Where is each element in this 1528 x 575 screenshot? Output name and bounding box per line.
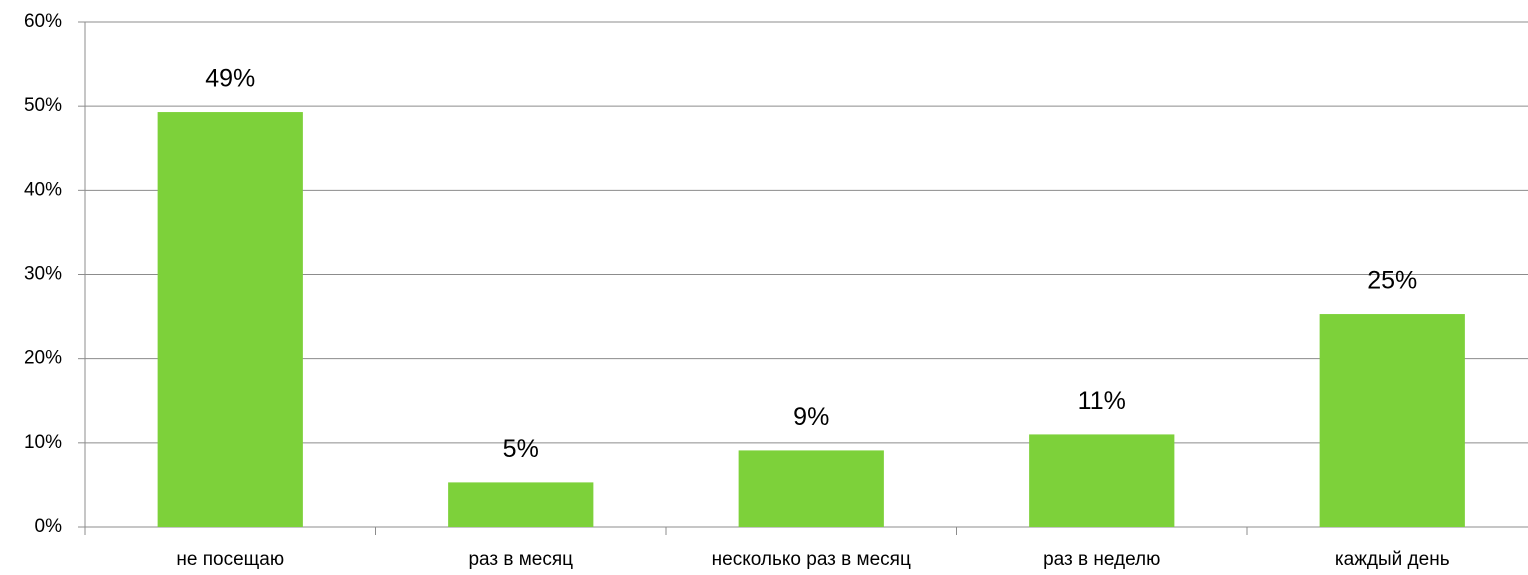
x-tick-label: раз в месяц — [468, 549, 573, 570]
data-label: 9% — [793, 403, 829, 431]
y-tick-label: 30% — [24, 264, 62, 285]
y-tick-label: 10% — [24, 432, 62, 453]
x-tick-label: не посещаю — [176, 549, 284, 570]
bar — [738, 450, 884, 527]
y-tick-label: 50% — [24, 95, 62, 116]
y-tick-label: 60% — [24, 11, 62, 32]
data-label: 5% — [503, 435, 539, 463]
y-tick-label: 20% — [24, 348, 62, 369]
x-tick-label: раз в неделю — [1043, 549, 1160, 570]
y-tick-label: 0% — [35, 516, 63, 537]
data-label: 49% — [205, 65, 255, 93]
data-label: 25% — [1367, 267, 1417, 295]
bar — [448, 482, 594, 527]
bar — [157, 112, 303, 527]
data-label: 11% — [1078, 387, 1126, 415]
y-tick-label: 40% — [24, 179, 62, 200]
x-tick-label: несколько раз в месяц — [712, 549, 911, 570]
x-tick-label: каждый день — [1335, 549, 1450, 570]
bar — [1319, 314, 1465, 527]
bar — [1029, 434, 1175, 527]
